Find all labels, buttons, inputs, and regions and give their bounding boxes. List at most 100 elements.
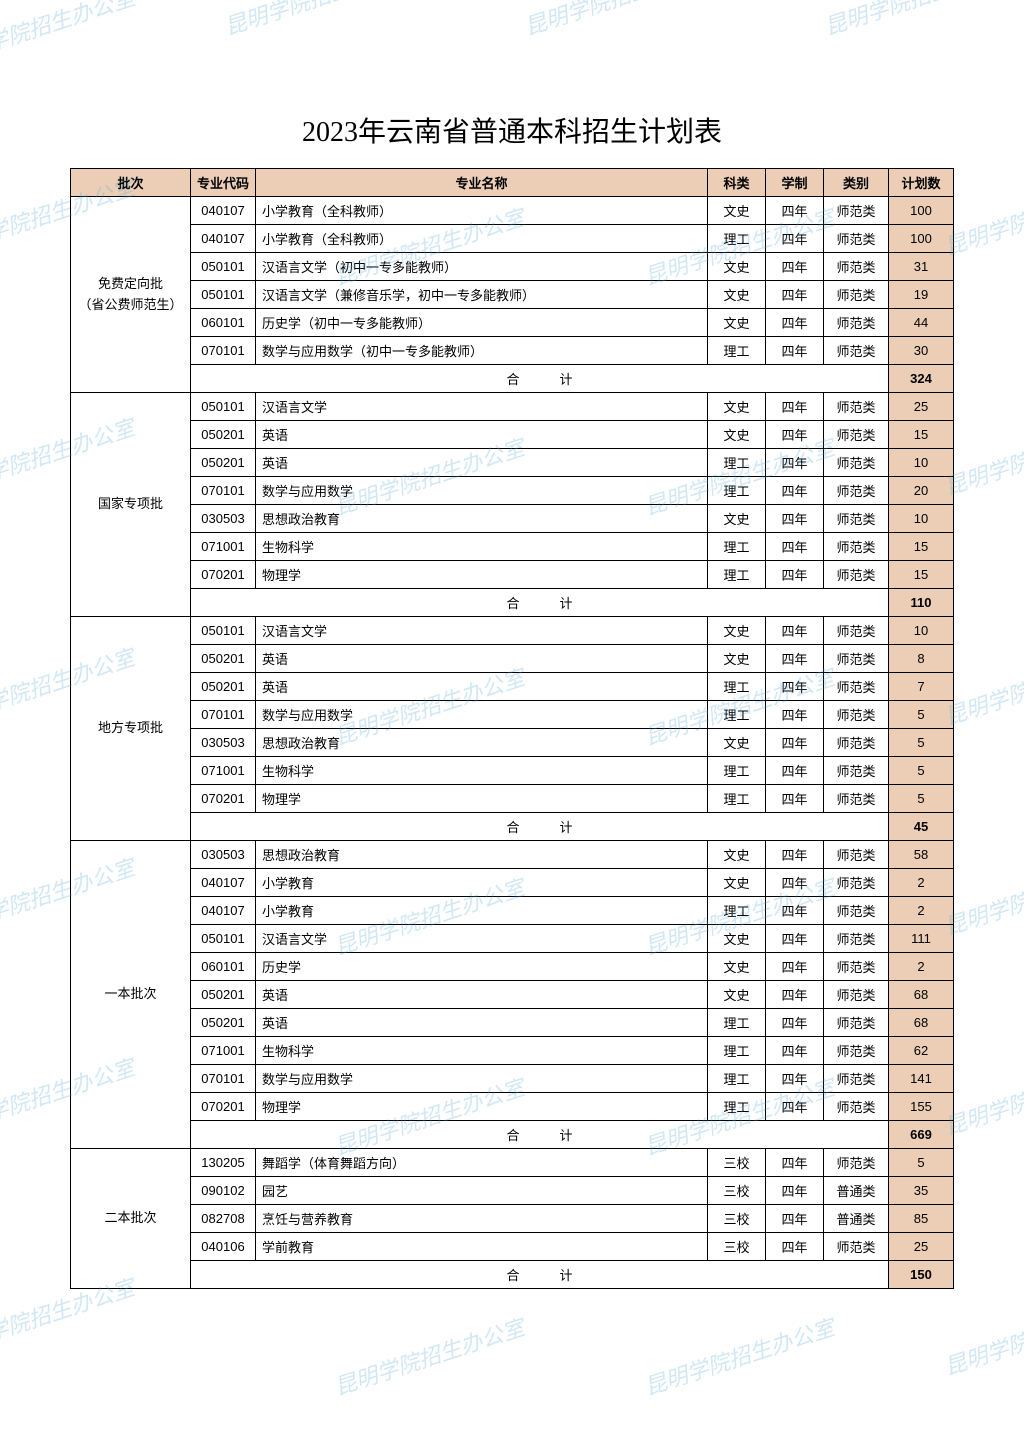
table-row: 070201物理学理工四年师范类5 xyxy=(71,785,954,813)
cell-dur: 四年 xyxy=(766,645,824,673)
table-row: 050201英语理工四年师范类7 xyxy=(71,673,954,701)
cell-name: 汉语言文学 xyxy=(256,393,708,421)
cell-dur: 四年 xyxy=(766,281,824,309)
header-duration: 学制 xyxy=(766,169,824,197)
cell-cat: 师范类 xyxy=(824,421,889,449)
cell-subj: 三校 xyxy=(708,1233,766,1261)
cell-cnt: 31 xyxy=(889,253,954,281)
table-row: 030503思想政治教育文史四年师范类5 xyxy=(71,729,954,757)
cell-subj: 理工 xyxy=(708,449,766,477)
cell-subj: 理工 xyxy=(708,1009,766,1037)
cell-code: 050201 xyxy=(191,421,256,449)
subtotal-row: 合计110 xyxy=(71,589,954,617)
cell-name: 数学与应用数学（初中一专多能教师） xyxy=(256,337,708,365)
cell-name: 英语 xyxy=(256,981,708,1009)
cell-cnt: 5 xyxy=(889,701,954,729)
cell-subj: 文史 xyxy=(708,197,766,225)
table-row: 050201英语理工四年师范类10 xyxy=(71,449,954,477)
cell-subj: 理工 xyxy=(708,1093,766,1121)
cell-cnt: 10 xyxy=(889,449,954,477)
cell-subj: 理工 xyxy=(708,337,766,365)
cell-cnt: 35 xyxy=(889,1177,954,1205)
cell-subj: 文史 xyxy=(708,617,766,645)
subtotal-count: 669 xyxy=(889,1121,954,1149)
header-batch: 批次 xyxy=(71,169,191,197)
table-row: 070101数学与应用数学理工四年师范类5 xyxy=(71,701,954,729)
cell-dur: 四年 xyxy=(766,1009,824,1037)
cell-name: 英语 xyxy=(256,421,708,449)
cell-cat: 师范类 xyxy=(824,701,889,729)
enrollment-plan-table: 批次 专业代码 专业名称 科类 学制 类别 计划数 免费定向批（省公费师范生）0… xyxy=(70,168,954,1289)
table-row: 050101汉语言文学（兼修音乐学，初中一专多能教师）文史四年师范类19 xyxy=(71,281,954,309)
cell-cnt: 141 xyxy=(889,1065,954,1093)
cell-dur: 四年 xyxy=(766,309,824,337)
cell-dur: 四年 xyxy=(766,869,824,897)
cell-name: 思想政治教育 xyxy=(256,729,708,757)
cell-cnt: 19 xyxy=(889,281,954,309)
cell-cat: 师范类 xyxy=(824,1093,889,1121)
cell-subj: 理工 xyxy=(708,225,766,253)
cell-name: 数学与应用数学 xyxy=(256,477,708,505)
cell-dur: 四年 xyxy=(766,1065,824,1093)
subtotal-row: 合计45 xyxy=(71,813,954,841)
cell-dur: 四年 xyxy=(766,897,824,925)
cell-dur: 四年 xyxy=(766,925,824,953)
table-row: 二本批次130205舞蹈学（体育舞蹈方向）三校四年师范类5 xyxy=(71,1149,954,1177)
cell-cat: 师范类 xyxy=(824,1065,889,1093)
cell-cat: 师范类 xyxy=(824,309,889,337)
subtotal-count: 45 xyxy=(889,813,954,841)
cell-name: 数学与应用数学 xyxy=(256,701,708,729)
cell-cnt: 25 xyxy=(889,1233,954,1261)
cell-code: 060101 xyxy=(191,953,256,981)
cell-name: 汉语言文学（初中一专多能教师） xyxy=(256,253,708,281)
cell-dur: 四年 xyxy=(766,841,824,869)
cell-name: 生物科学 xyxy=(256,757,708,785)
cell-code: 071001 xyxy=(191,1037,256,1065)
table-row: 一本批次030503思想政治教育文史四年师范类58 xyxy=(71,841,954,869)
cell-code: 040106 xyxy=(191,1233,256,1261)
cell-subj: 理工 xyxy=(708,673,766,701)
cell-subj: 理工 xyxy=(708,1065,766,1093)
cell-dur: 四年 xyxy=(766,1149,824,1177)
cell-dur: 四年 xyxy=(766,393,824,421)
table-row: 国家专项批050101汉语言文学文史四年师范类25 xyxy=(71,393,954,421)
cell-code: 090102 xyxy=(191,1177,256,1205)
watermark: 昆明学院招生办公室 xyxy=(820,0,1018,42)
cell-dur: 四年 xyxy=(766,785,824,813)
cell-dur: 四年 xyxy=(766,421,824,449)
table-row: 071001生物科学理工四年师范类15 xyxy=(71,533,954,561)
cell-name: 小学教育 xyxy=(256,869,708,897)
cell-code: 050201 xyxy=(191,673,256,701)
header-count: 计划数 xyxy=(889,169,954,197)
cell-cnt: 7 xyxy=(889,673,954,701)
cell-cnt: 5 xyxy=(889,785,954,813)
cell-code: 030503 xyxy=(191,729,256,757)
cell-name: 烹饪与营养教育 xyxy=(256,1205,708,1233)
table-row: 050201英语理工四年师范类68 xyxy=(71,1009,954,1037)
table-row: 地方专项批050101汉语言文学文史四年师范类10 xyxy=(71,617,954,645)
cell-cnt: 10 xyxy=(889,617,954,645)
cell-dur: 四年 xyxy=(766,701,824,729)
cell-code: 070101 xyxy=(191,1065,256,1093)
cell-cat: 师范类 xyxy=(824,561,889,589)
table-row: 060101历史学文史四年师范类2 xyxy=(71,953,954,981)
cell-code: 050201 xyxy=(191,981,256,1009)
watermark: 昆明学院招生办公室 xyxy=(940,1290,1024,1382)
cell-name: 小学教育 xyxy=(256,897,708,925)
cell-cat: 普通类 xyxy=(824,1205,889,1233)
cell-cnt: 8 xyxy=(889,645,954,673)
table-row: 070201物理学理工四年师范类155 xyxy=(71,1093,954,1121)
cell-cat: 师范类 xyxy=(824,1009,889,1037)
cell-subj: 三校 xyxy=(708,1177,766,1205)
cell-cnt: 15 xyxy=(889,561,954,589)
cell-code: 040107 xyxy=(191,869,256,897)
header-category: 类别 xyxy=(824,169,889,197)
table-row: 070101数学与应用数学（初中一专多能教师）理工四年师范类30 xyxy=(71,337,954,365)
cell-dur: 四年 xyxy=(766,197,824,225)
cell-cat: 师范类 xyxy=(824,729,889,757)
cell-cnt: 68 xyxy=(889,1009,954,1037)
cell-subj: 理工 xyxy=(708,561,766,589)
cell-dur: 四年 xyxy=(766,673,824,701)
cell-code: 050201 xyxy=(191,449,256,477)
cell-code: 070101 xyxy=(191,477,256,505)
